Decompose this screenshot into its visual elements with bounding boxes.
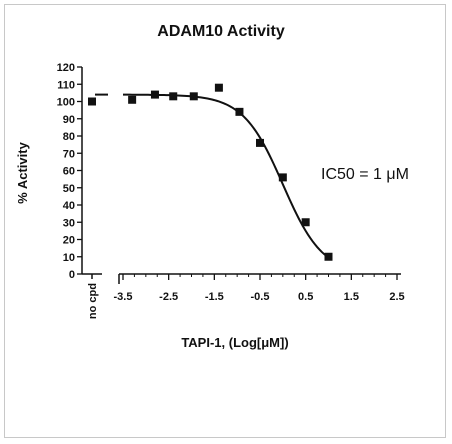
y-tick-label: 10 <box>63 252 75 264</box>
data-point <box>301 218 310 227</box>
y-tick-label: 120 <box>57 62 75 74</box>
y-tick-label: 60 <box>63 166 75 178</box>
y-tick-label: 40 <box>63 200 75 212</box>
x-tick-label: 0.5 <box>298 291 313 303</box>
y-tick-label: 110 <box>57 79 75 91</box>
data-point <box>214 83 223 92</box>
chart-frame: ADAM10 Activity % Activity TAPI-1, (Log[… <box>4 4 446 438</box>
x-tick-label: -2.5 <box>159 291 178 303</box>
y-tick-label: 50 <box>63 183 75 195</box>
y-tick-label: 0 <box>69 269 75 281</box>
data-point <box>189 92 198 101</box>
data-point <box>235 107 244 116</box>
x-tick-label: -0.5 <box>251 291 270 303</box>
data-point <box>324 252 333 261</box>
data-point <box>256 138 264 147</box>
chart-title: ADAM10 Activity <box>157 23 285 40</box>
chart: ADAM10 Activity % Activity TAPI-1, (Log[… <box>15 23 409 350</box>
y-tick-label: 30 <box>63 217 75 229</box>
x-tick-label: 1.5 <box>344 291 359 303</box>
control-point <box>88 97 96 106</box>
y-tick-label: 20 <box>63 235 75 247</box>
control-label: no cpd <box>87 283 99 319</box>
y-tick-label: 80 <box>63 131 75 143</box>
x-axis-label: TAPI-1, (Log[μM]) <box>181 335 288 350</box>
y-tick-label: 90 <box>63 114 75 126</box>
x-tick-label: -1.5 <box>205 291 224 303</box>
data-points <box>88 83 333 261</box>
x-ticks: -3.5 -2.5 -1.5 -0.5 0.5 1.5 2.5 <box>114 274 405 303</box>
data-point <box>169 92 178 101</box>
y-tick-label: 70 <box>63 148 75 160</box>
fit-curve <box>123 93 330 259</box>
y-ticks: 0 10 20 30 40 50 60 70 80 90 100 110 120 <box>57 62 82 281</box>
x-tick-label: -3.5 <box>114 291 133 303</box>
y-tick-label: 100 <box>57 97 75 109</box>
data-point <box>128 95 137 104</box>
data-point <box>278 173 287 182</box>
fit-curve-group <box>95 93 330 259</box>
ic50-annotation: IC50 = 1 μM <box>321 166 409 183</box>
x-tick-label: 2.5 <box>389 291 404 303</box>
y-axis-label: % Activity <box>15 141 30 203</box>
data-point <box>150 90 159 99</box>
